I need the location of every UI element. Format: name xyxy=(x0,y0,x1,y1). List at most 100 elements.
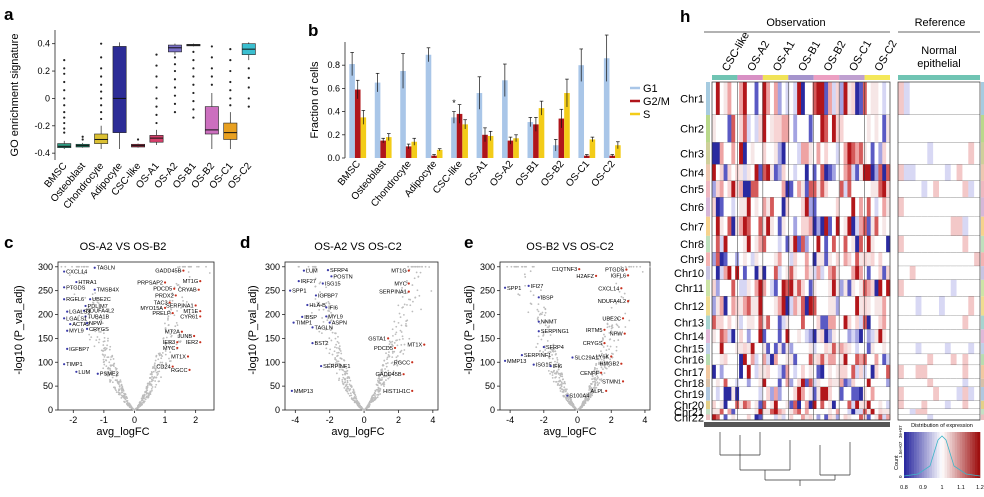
h-cell xyxy=(742,266,748,280)
h-cell xyxy=(878,180,883,198)
h-ref-cell xyxy=(903,164,911,181)
h-cell xyxy=(797,343,802,355)
panel-label-b: b xyxy=(308,21,318,40)
panel_d-point xyxy=(320,304,322,307)
panel_c-gene-label: LGALS1 xyxy=(66,316,87,322)
h-ref-cell xyxy=(944,296,952,316)
h-ref-cell xyxy=(939,387,946,401)
h-cell xyxy=(762,400,767,410)
panel_e-point xyxy=(601,337,604,339)
h-cell xyxy=(866,354,871,366)
panel_e-point xyxy=(616,317,619,320)
h-cell xyxy=(750,235,755,253)
panel_c-point xyxy=(196,265,198,268)
h-ref-cell xyxy=(921,365,928,379)
h-ref-cell xyxy=(944,266,952,280)
h-chrom-colorbar xyxy=(706,252,710,267)
h-cell xyxy=(793,279,798,297)
h-chrom-colorbar-right xyxy=(981,235,984,253)
panel_d-point xyxy=(390,362,393,365)
h-ref-cell xyxy=(944,365,952,379)
h-ref-cell xyxy=(968,365,975,379)
panel_d-gene-point xyxy=(320,364,323,368)
h-chrom-label: Chr18 xyxy=(674,378,704,390)
panel_e-point xyxy=(560,381,563,384)
panel_c-point xyxy=(174,325,177,328)
h-cell xyxy=(862,180,868,198)
h-cell xyxy=(870,343,875,355)
a-box xyxy=(149,135,164,143)
h-cell xyxy=(851,365,856,379)
h-ref-cell xyxy=(898,114,905,143)
h-chrom-colorbar-right xyxy=(981,378,984,388)
h-ref-cell xyxy=(915,279,922,297)
h-colorbar-tick: 0.9 xyxy=(919,485,927,491)
panel_d-point xyxy=(379,393,382,395)
panel_d-point xyxy=(392,364,395,366)
a-outlier xyxy=(155,53,158,56)
h-cell xyxy=(866,180,871,198)
h-ref-cell xyxy=(909,354,916,366)
h-ref-cell xyxy=(944,315,952,330)
h-cell xyxy=(773,164,779,181)
panel_c-point xyxy=(96,336,99,338)
h-cell xyxy=(785,142,790,165)
h-cell xyxy=(851,180,856,198)
panel_d-point xyxy=(316,301,319,304)
h-ref-cell xyxy=(974,252,981,267)
h-cell xyxy=(824,387,829,401)
h-cell xyxy=(789,365,794,379)
b-bar xyxy=(462,124,468,158)
a-outlier xyxy=(173,56,177,59)
h-cell xyxy=(835,409,840,415)
h-ref-cell xyxy=(909,266,916,280)
h-cell xyxy=(766,216,771,236)
panel_e-point xyxy=(536,308,539,311)
a-box xyxy=(168,44,182,53)
h-cell xyxy=(820,197,825,217)
panel_d-point xyxy=(328,337,331,340)
h-ref-cell xyxy=(962,216,969,236)
panel_e-gene-label: H2AFZ xyxy=(576,274,594,280)
panel_e-point xyxy=(583,404,585,407)
h-cell xyxy=(770,354,775,366)
h-cell xyxy=(862,252,868,267)
h-cell xyxy=(797,164,802,181)
panel-c-ylabel: -log10 (P_val_adj) xyxy=(13,285,25,374)
h-cell xyxy=(816,279,821,297)
h-cell xyxy=(820,387,825,401)
panel_d-point xyxy=(413,277,416,280)
panel_e-point xyxy=(610,316,613,318)
panel_c-point xyxy=(102,329,105,332)
h-cell xyxy=(739,197,744,217)
panel_c-point xyxy=(157,370,159,373)
b-ytick-label: 0.2 xyxy=(327,130,340,140)
h-cell xyxy=(739,279,744,297)
panel_d-point xyxy=(328,362,331,365)
h-cell xyxy=(785,235,790,253)
h-cell xyxy=(801,296,806,316)
panel_c-point xyxy=(118,388,120,391)
h-cell xyxy=(831,279,837,297)
h-cell xyxy=(828,315,833,330)
h-cell xyxy=(862,365,868,379)
h-chrom-colorbar xyxy=(706,329,710,344)
h-cell xyxy=(746,409,751,415)
b-bar xyxy=(502,80,508,158)
panel_c-point xyxy=(164,322,166,325)
panel_d-gene-label: SFRP4 xyxy=(330,268,348,274)
panel_e-point xyxy=(593,383,596,386)
panel_d-point xyxy=(403,343,406,346)
h-cell xyxy=(758,142,763,165)
panel_d-point xyxy=(362,409,365,411)
panel_d-point xyxy=(416,265,419,268)
h-cell xyxy=(835,82,840,115)
panel_d-gene-label: GSTA1 xyxy=(368,336,386,342)
h-cell xyxy=(855,409,860,415)
panel_d-point xyxy=(375,397,378,400)
panel_c-point xyxy=(107,339,109,342)
panel_e-point xyxy=(560,372,563,375)
h-cell xyxy=(870,82,875,115)
h-cell xyxy=(727,114,732,143)
h-ref-cell xyxy=(974,329,981,344)
